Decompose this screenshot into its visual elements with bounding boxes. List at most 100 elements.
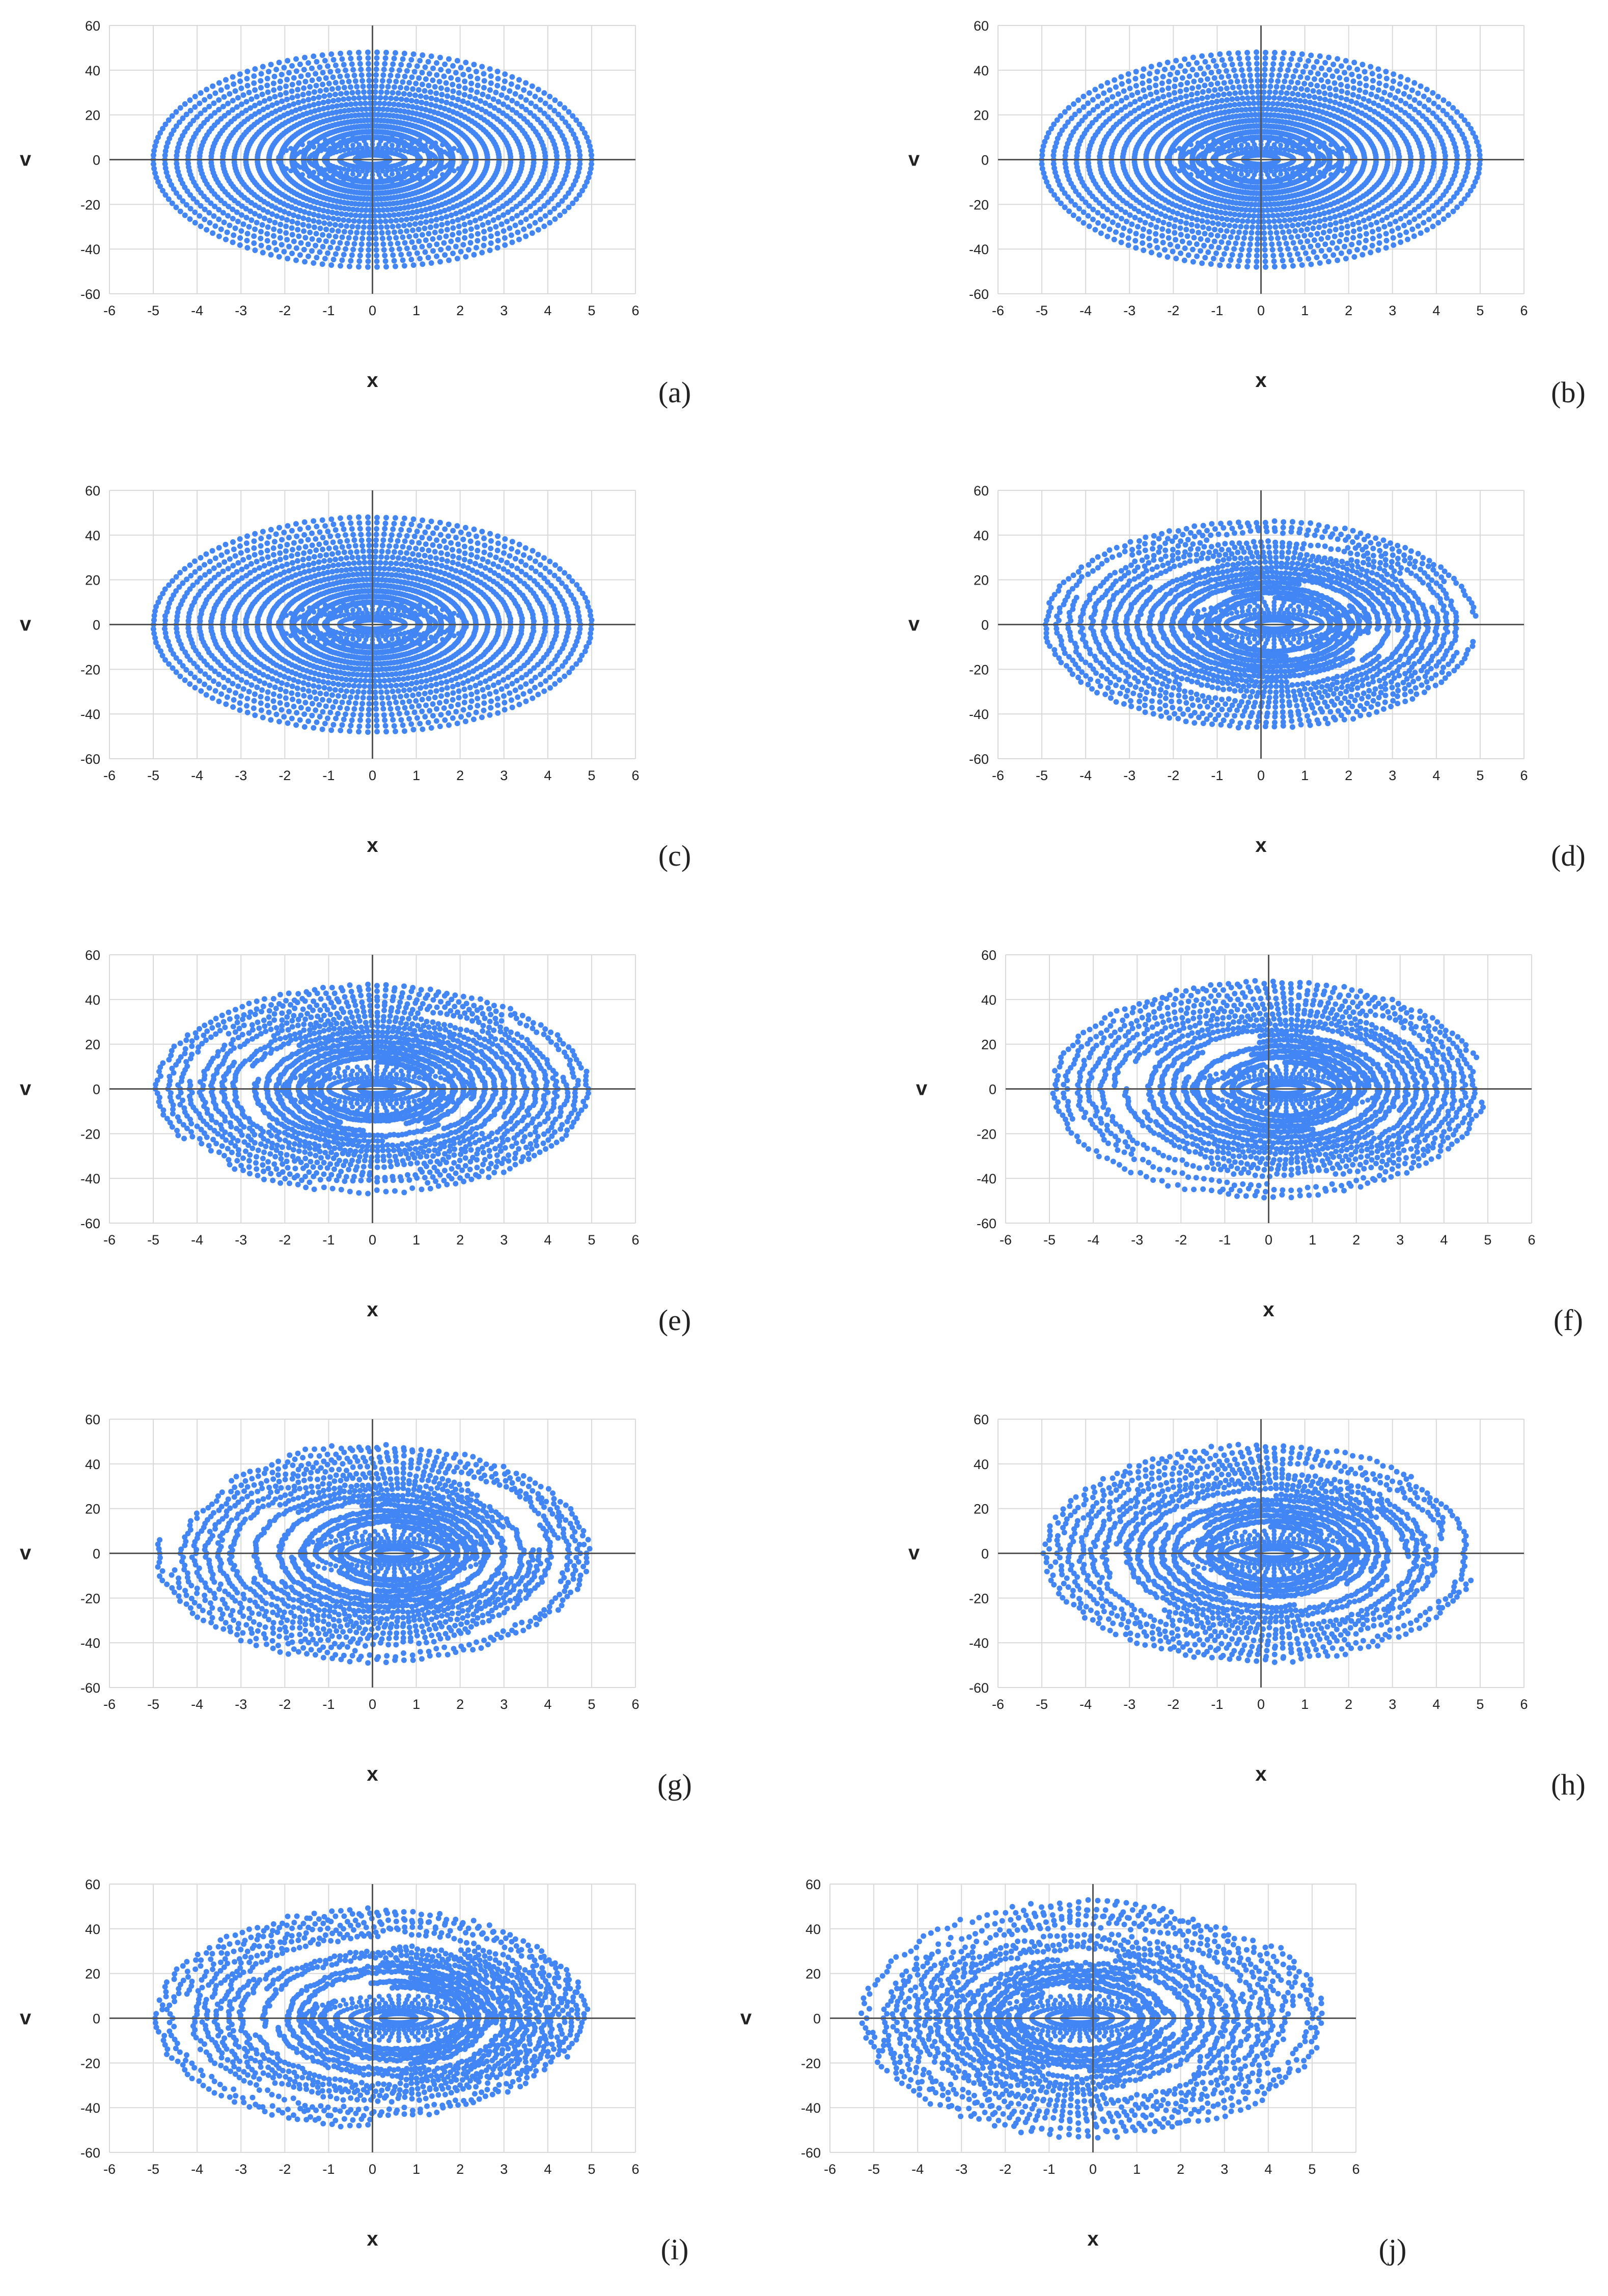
data-point bbox=[1431, 160, 1437, 166]
data-point bbox=[499, 92, 505, 98]
data-point bbox=[227, 223, 232, 228]
data-point bbox=[365, 49, 371, 55]
data-point bbox=[1107, 87, 1113, 93]
data-point bbox=[1138, 96, 1143, 102]
data-point bbox=[419, 244, 425, 250]
data-point bbox=[1282, 217, 1288, 223]
data-point bbox=[1361, 96, 1367, 102]
data-point bbox=[1222, 63, 1227, 68]
data-point bbox=[1287, 217, 1293, 223]
data-point bbox=[1443, 160, 1448, 166]
data-point bbox=[1280, 230, 1286, 235]
data-point bbox=[291, 75, 297, 81]
data-point bbox=[509, 216, 515, 222]
data-point bbox=[446, 144, 451, 149]
data-point bbox=[1159, 87, 1165, 93]
data-point bbox=[1178, 232, 1184, 237]
data-point bbox=[1255, 78, 1260, 84]
data-point bbox=[316, 237, 322, 243]
data-point bbox=[301, 67, 307, 72]
data-point bbox=[1146, 236, 1152, 241]
x-tick-label: 5 bbox=[588, 303, 595, 318]
data-point bbox=[1147, 71, 1152, 76]
data-point bbox=[273, 247, 279, 253]
data-point bbox=[1246, 253, 1252, 258]
data-point bbox=[1232, 212, 1237, 217]
data-point bbox=[300, 98, 306, 104]
x-tick-label: -2 bbox=[279, 303, 291, 318]
data-point bbox=[326, 233, 332, 239]
data-point bbox=[566, 205, 572, 210]
data-point bbox=[235, 219, 241, 225]
data-point bbox=[1133, 231, 1139, 236]
data-point bbox=[396, 90, 401, 96]
data-point bbox=[278, 92, 283, 98]
data-point bbox=[380, 236, 385, 241]
data-point bbox=[248, 217, 254, 223]
data-point bbox=[1329, 240, 1335, 246]
data-point bbox=[424, 213, 429, 218]
data-point bbox=[1290, 223, 1295, 228]
data-point bbox=[1277, 73, 1282, 78]
data-point bbox=[314, 59, 319, 65]
data-point bbox=[1370, 71, 1375, 76]
data-point bbox=[380, 179, 385, 184]
data-point bbox=[339, 57, 345, 62]
data-point bbox=[174, 205, 179, 210]
data-point bbox=[462, 228, 468, 234]
data-point bbox=[278, 235, 283, 241]
data-point bbox=[1357, 227, 1363, 232]
data-point bbox=[458, 65, 464, 70]
data-point bbox=[254, 220, 260, 226]
data-point bbox=[244, 76, 250, 81]
data-point bbox=[1129, 222, 1134, 227]
data-point bbox=[357, 213, 363, 218]
data-point bbox=[1191, 79, 1197, 85]
data-point bbox=[290, 232, 295, 237]
data-point bbox=[1172, 230, 1177, 236]
data-point bbox=[1154, 69, 1160, 74]
data-point bbox=[1141, 88, 1146, 93]
data-point bbox=[481, 85, 487, 91]
data-point bbox=[1250, 219, 1256, 225]
data-point bbox=[529, 100, 534, 106]
data-point bbox=[1290, 91, 1295, 96]
data-point bbox=[266, 69, 271, 74]
x-tick-label: 4 bbox=[544, 303, 551, 318]
data-point bbox=[1210, 220, 1215, 226]
data-point bbox=[438, 86, 444, 91]
data-point bbox=[359, 78, 365, 84]
data-point bbox=[379, 230, 385, 236]
data-point bbox=[251, 240, 257, 246]
data-point bbox=[1302, 99, 1308, 104]
data-point bbox=[1381, 224, 1387, 230]
data-point bbox=[502, 71, 508, 77]
data-point bbox=[330, 239, 336, 245]
data-point bbox=[197, 101, 202, 106]
data-point bbox=[487, 227, 493, 232]
data-point bbox=[455, 77, 461, 82]
data-point bbox=[429, 260, 434, 266]
data-point bbox=[349, 62, 355, 67]
data-point bbox=[547, 94, 552, 99]
data-point bbox=[452, 146, 457, 151]
data-point bbox=[1241, 212, 1247, 218]
data-point bbox=[1178, 219, 1183, 225]
data-point bbox=[399, 136, 404, 141]
data-point bbox=[1250, 225, 1255, 230]
data-point bbox=[1395, 226, 1401, 231]
data-point bbox=[1184, 214, 1190, 219]
data-point bbox=[342, 85, 347, 91]
data-point bbox=[283, 84, 289, 89]
data-point bbox=[488, 73, 494, 79]
data-point bbox=[330, 74, 336, 80]
data-point bbox=[429, 53, 434, 59]
data-point bbox=[1146, 78, 1152, 84]
data-point bbox=[350, 179, 355, 184]
data-point bbox=[1332, 214, 1338, 219]
data-point bbox=[328, 262, 334, 268]
data-point bbox=[488, 80, 494, 86]
data-point bbox=[1333, 87, 1339, 92]
data-point bbox=[223, 77, 229, 82]
data-point bbox=[350, 247, 356, 253]
